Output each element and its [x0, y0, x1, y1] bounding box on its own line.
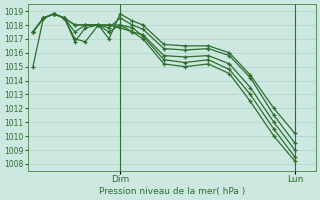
- X-axis label: Pression niveau de la mer( hPa ): Pression niveau de la mer( hPa ): [99, 187, 245, 196]
